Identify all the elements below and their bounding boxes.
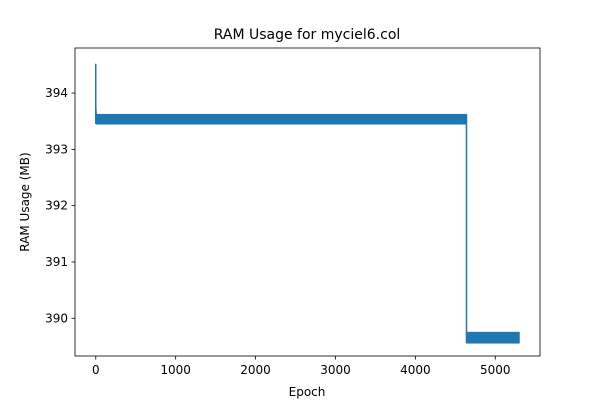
series-band-0-1: [96, 113, 467, 125]
x-tick-label: 2000: [240, 363, 271, 377]
axes-frame: [74, 47, 541, 357]
chart-title: RAM Usage for myciel6.col: [214, 27, 401, 43]
x-tick-label: 0: [92, 363, 100, 377]
x-tick-label: 4000: [400, 363, 431, 377]
y-tick-label: 394: [45, 86, 68, 100]
series-band-0-3: [465, 331, 520, 344]
y-axis-ticks: 390 391 392 393 394: [45, 86, 75, 325]
x-axis-label: Epoch: [289, 385, 326, 399]
y-tick-label: 393: [45, 142, 68, 156]
x-tick-label: 1000: [160, 363, 191, 377]
plot-area: [95, 63, 520, 344]
x-tick-label: 3000: [320, 363, 351, 377]
x-axis-ticks: 0 1000 2000 3000 4000 5000: [92, 356, 511, 377]
x-tick-label: 5000: [480, 363, 511, 377]
y-tick-label: 390: [45, 311, 68, 325]
y-tick-label: 391: [45, 255, 68, 269]
y-tick-label: 392: [45, 199, 68, 213]
y-axis-label: RAM Usage (MB): [18, 152, 32, 251]
